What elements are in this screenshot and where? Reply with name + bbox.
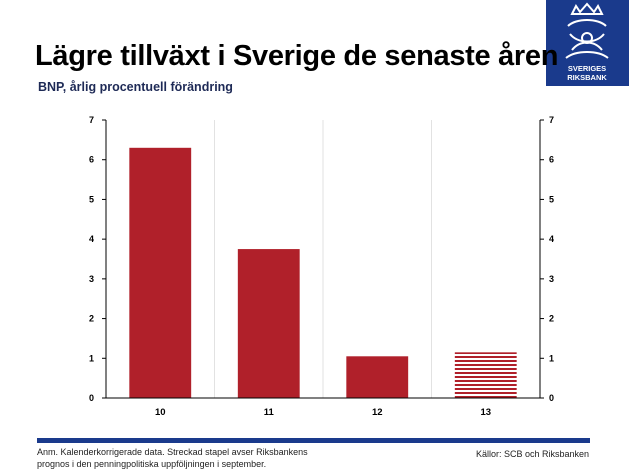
- y-tick-label-right: 2: [549, 314, 554, 324]
- x-tick-label: 13: [480, 407, 491, 418]
- footer-divider: [37, 438, 590, 443]
- y-tick-label-right: 7: [549, 115, 554, 125]
- bar: [237, 249, 300, 398]
- y-tick-label-right: 6: [549, 155, 554, 165]
- page-subtitle: BNP, årlig procentuell förändring: [38, 80, 233, 94]
- riksbank-logo: SVERIGES RIKSBANK: [546, 0, 629, 86]
- logo-text-1: SVERIGES: [568, 64, 606, 73]
- y-tick-label-left: 7: [89, 115, 94, 125]
- y-tick-label-left: 0: [89, 393, 94, 403]
- y-tick-label-right: 1: [549, 353, 554, 363]
- crown-emblem-icon: SVERIGES RIKSBANK: [565, 2, 609, 82]
- footnote-line-2: prognos i den penningpolitiska uppföljni…: [37, 459, 267, 469]
- y-tick-label-left: 4: [89, 234, 94, 244]
- y-tick-label-left: 6: [89, 155, 94, 165]
- y-tick-label-left: 1: [89, 353, 94, 363]
- bar: [129, 147, 192, 398]
- logo-text-2: RIKSBANK: [567, 73, 607, 82]
- x-tick-label: 11: [264, 407, 275, 418]
- x-tick-label: 12: [372, 407, 383, 418]
- y-tick-label-right: 3: [549, 274, 554, 284]
- footnote-line-1: Anm. Kalenderkorrigerade data. Streckad …: [37, 447, 308, 457]
- page-title: Lägre tillväxt i Sverige de senaste åren: [35, 40, 559, 72]
- y-tick-label-left: 2: [89, 314, 94, 324]
- y-tick-label-right: 0: [549, 393, 554, 403]
- y-tick-label-right: 5: [549, 194, 554, 204]
- bar-forecast: [454, 352, 517, 398]
- x-tick-label: 10: [155, 407, 166, 418]
- source-text: Källor: SCB och Riksbanken: [475, 449, 589, 459]
- y-tick-label-left: 3: [89, 274, 94, 284]
- footnote: Anm. Kalenderkorrigerade data. Streckad …: [37, 446, 337, 470]
- y-tick-label-left: 5: [89, 194, 94, 204]
- bar: [346, 356, 409, 398]
- y-tick-label-right: 4: [549, 234, 554, 244]
